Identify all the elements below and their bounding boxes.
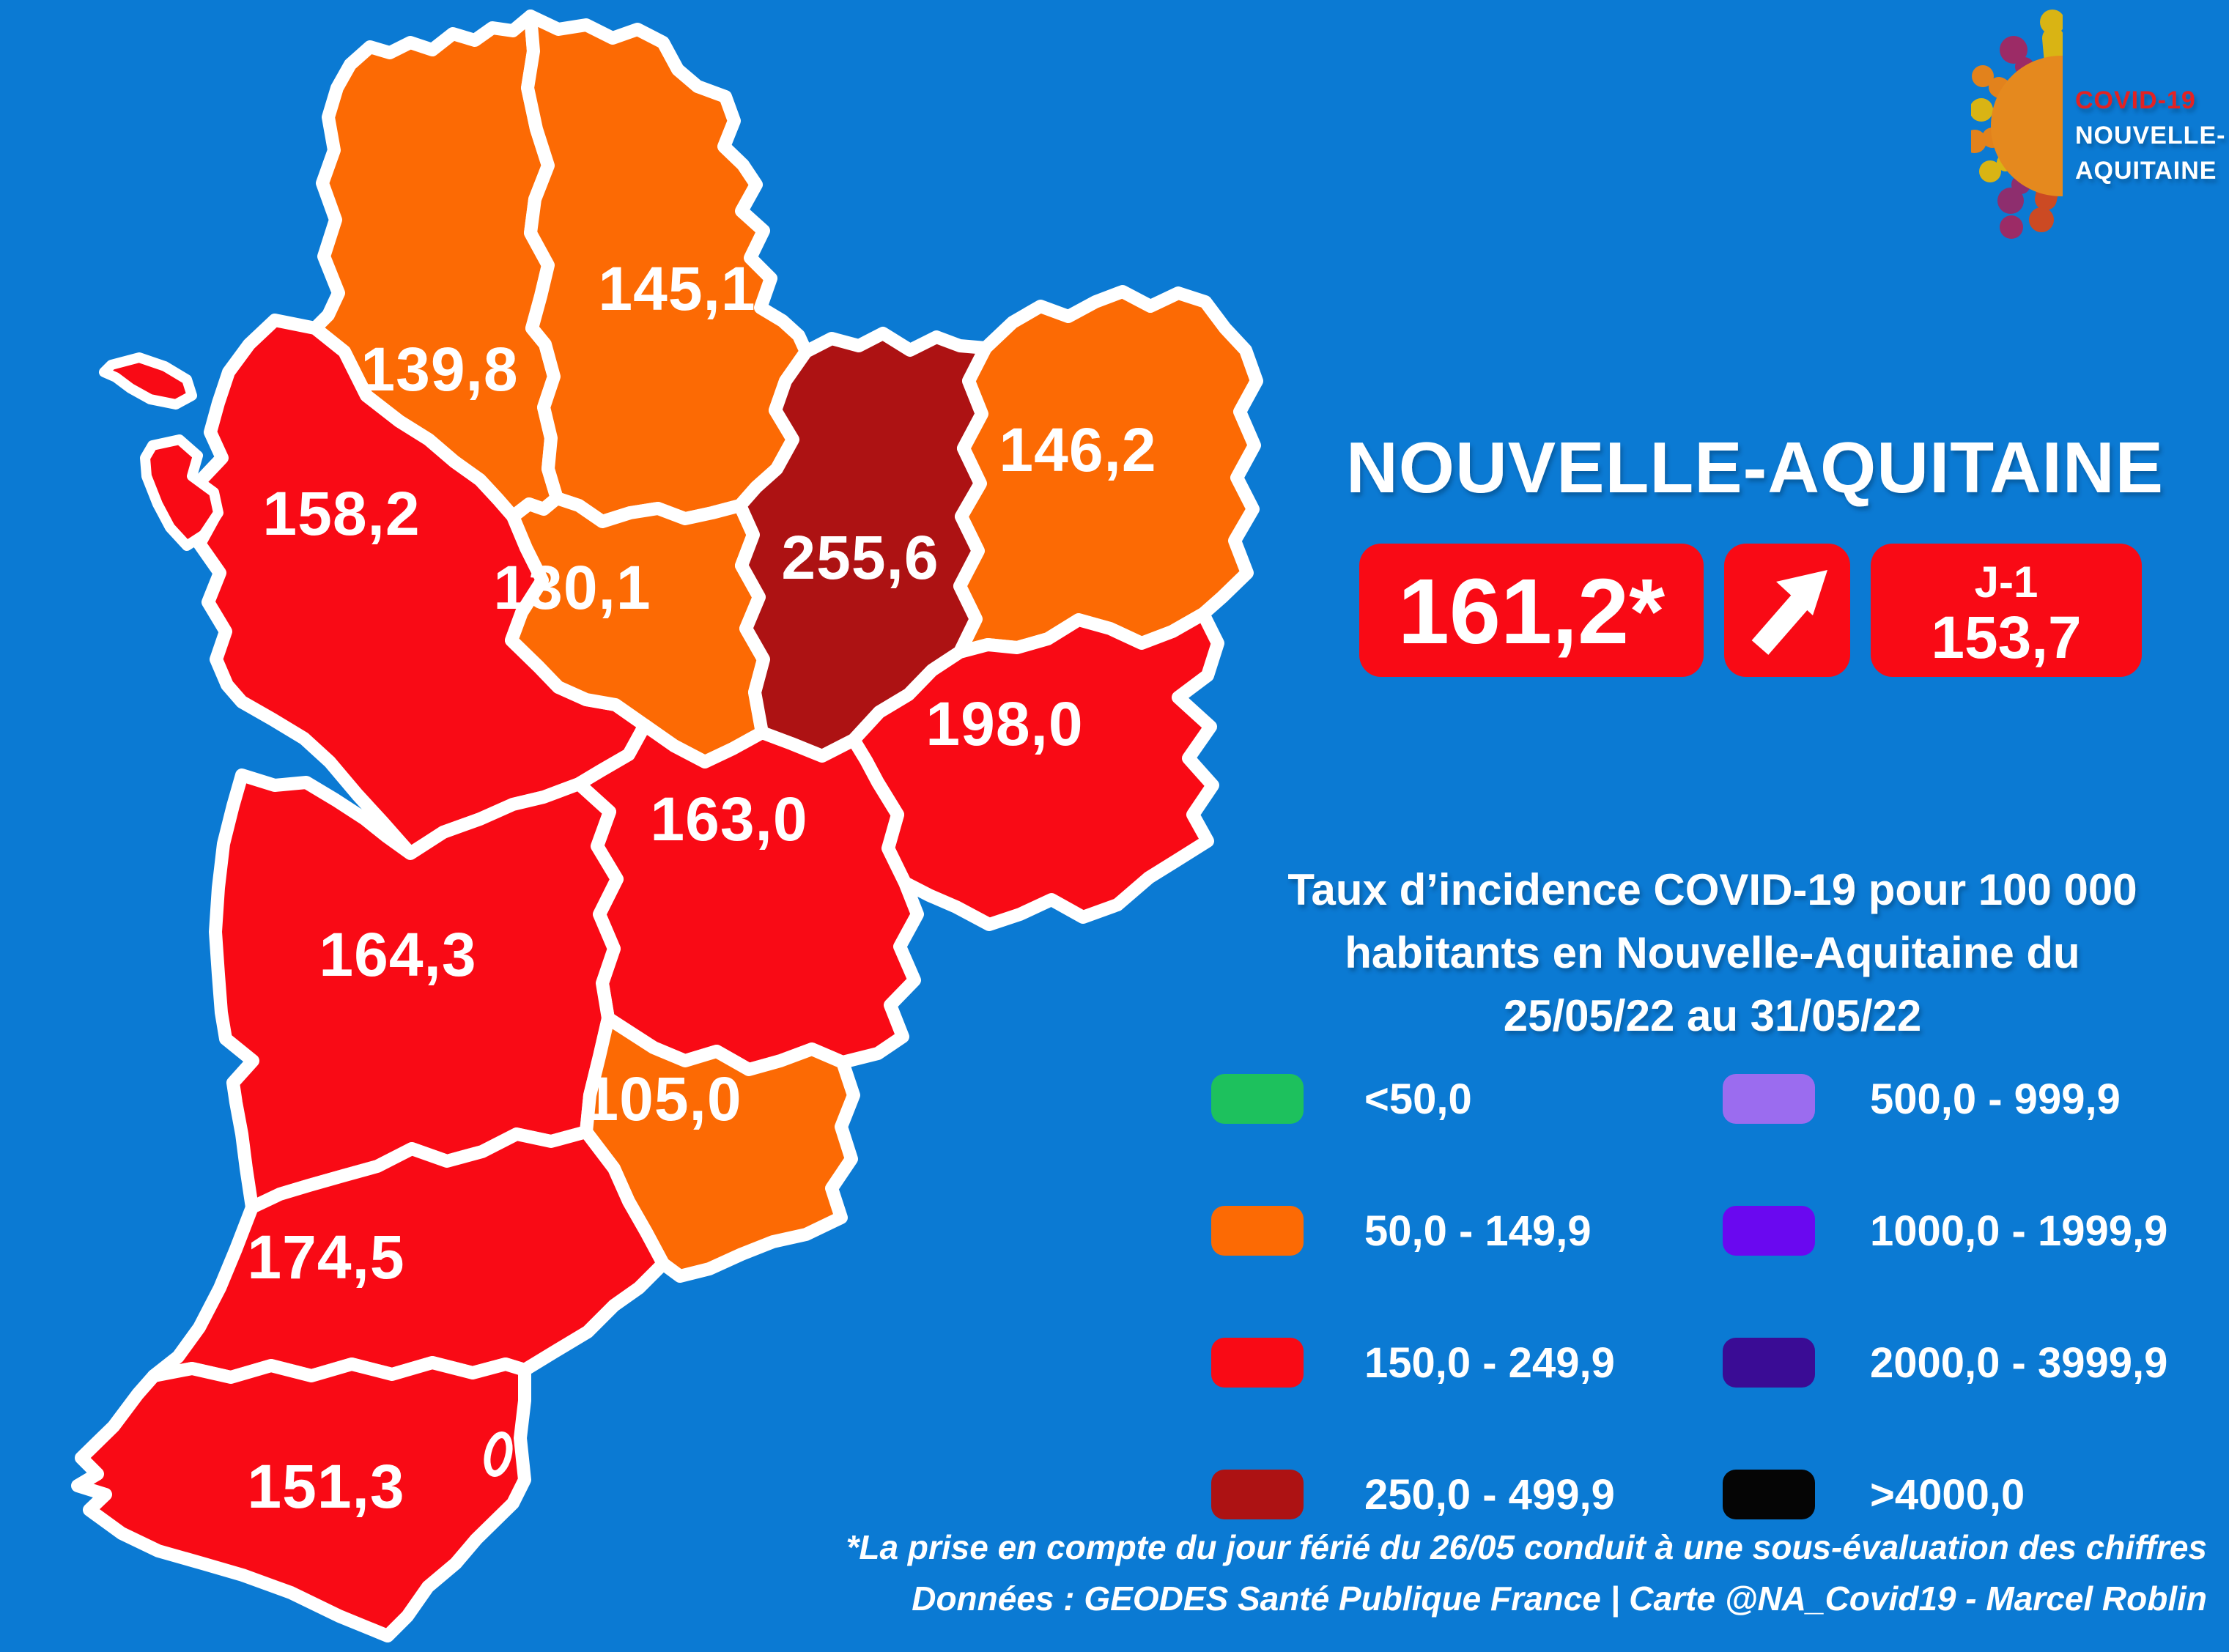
- previous-rate-value: 153,7: [1931, 604, 2081, 671]
- previous-rate-badge-bg: [1871, 544, 2142, 677]
- legend-label-1000-1999: 1000,0 - 1999,9: [1870, 1207, 2167, 1255]
- legend-label-2000-3999: 2000,0 - 3999,9: [1870, 1339, 2167, 1387]
- current-rate-badge-bg: [1359, 544, 1704, 677]
- department-gironde-value: 164,3: [319, 920, 476, 989]
- legend-swatch-250-499: [1211, 1470, 1304, 1519]
- footer-notes: *La prise en compte du jour férié du 26/…: [846, 1528, 2208, 1618]
- department-dordogne-shape: [572, 719, 924, 1076]
- department-pyrenees-atlantiques-value: 151,3: [247, 1452, 404, 1521]
- legend-swatch-500-999: [1723, 1074, 1815, 1124]
- legend-label-gt4000: >4000,0: [1870, 1471, 2025, 1519]
- trend-badge: [1724, 544, 1850, 677]
- legend-swatch-1000-1999: [1723, 1206, 1815, 1256]
- department-landes-value: 174,5: [247, 1223, 404, 1292]
- legend-swatch-150-249: [1211, 1338, 1304, 1388]
- department-deux-sevres-value: 139,8: [361, 335, 518, 404]
- footnote-data-source: Données : GEODES Santé Publique France |…: [912, 1579, 2207, 1618]
- legend: <50,0 50,0 - 149,9 150,0 - 249,9 250,0 -…: [1211, 1074, 2167, 1519]
- legend-label-500-999: 500,0 - 999,9: [1870, 1075, 2121, 1123]
- map-nouvelle-aquitaine: [71, 10, 1263, 1642]
- legend-swatch-gt4000: [1723, 1470, 1815, 1519]
- department-charente-maritime-value: 158,2: [262, 479, 420, 548]
- caption-line-3: 25/05/22 au 31/05/22: [1504, 991, 1921, 1040]
- pyrenees-enclave-outline: [484, 1431, 513, 1477]
- legend-swatch-lt50: [1211, 1074, 1304, 1124]
- legend-swatch-50-149: [1211, 1206, 1304, 1256]
- department-charente-value: 130,1: [493, 553, 651, 622]
- previous-rate-badge: J-1 153,7: [1871, 544, 2142, 677]
- caption-line-2: habitants en Nouvelle-Aquitaine du: [1345, 928, 2080, 977]
- ile-de-re-shape: [99, 352, 197, 410]
- footnote-holiday: *La prise en compte du jour férié du 26/…: [846, 1528, 2208, 1566]
- logo-covid19-nouvelle-aquitaine: COVID-19 NOUVELLE- AQUITAINE: [1971, 10, 2225, 239]
- department-creuse-value: 146,2: [999, 415, 1156, 484]
- legend-label-lt50: <50,0: [1364, 1075, 1472, 1123]
- department-correze-value: 198,0: [925, 689, 1083, 758]
- logo-region-line2: AQUITAINE: [2075, 157, 2217, 185]
- previous-rate-label: J-1: [1975, 558, 2038, 607]
- department-creuse-shape: [953, 285, 1263, 659]
- region-summary-panel: NOUVELLE-AQUITAINE: [1346, 427, 2164, 508]
- department-dordogne-value: 163,0: [650, 785, 807, 853]
- logo-virus-sun-icon: [1971, 10, 2063, 239]
- page-title: NOUVELLE-AQUITAINE: [1346, 427, 2164, 508]
- legend-label-150-249: 150,0 - 249,9: [1364, 1339, 1615, 1387]
- department-landes-shape: [147, 1125, 670, 1384]
- legend-swatch-2000-3999: [1723, 1338, 1815, 1388]
- department-vienne-value: 145,1: [598, 254, 755, 323]
- current-rate-value: 161,2*: [1398, 560, 1665, 663]
- caption-line-1: Taux d’incidence COVID-19 pour 100 000: [1287, 865, 2137, 914]
- map-caption: Taux d’incidence COVID-19 pour 100 000 h…: [1287, 865, 2137, 1040]
- ile-d-oleron-shape: [140, 434, 223, 551]
- logo-title: COVID-19: [2075, 86, 2196, 114]
- legend-label-50-149: 50,0 - 149,9: [1364, 1207, 1592, 1255]
- department-haute-vienne-value: 255,6: [781, 523, 939, 592]
- current-rate-badge: 161,2*: [1359, 544, 1704, 677]
- logo-region-line1: NOUVELLE-: [2075, 122, 2225, 149]
- department-lot-et-garonne-value: 105,0: [584, 1064, 742, 1133]
- trend-up-right-arrow-icon: [1751, 570, 1827, 655]
- department-pyrenees-atlantiques-shape: [71, 1356, 531, 1642]
- map-value-labels: 139,8 145,1 158,2 130,1 255,6 146,2 198,…: [247, 254, 1156, 1521]
- legend-label-250-499: 250,0 - 499,9: [1364, 1471, 1615, 1519]
